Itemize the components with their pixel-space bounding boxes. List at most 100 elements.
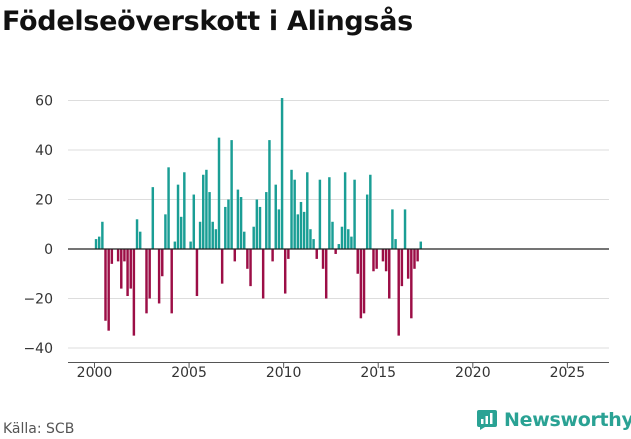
y-tick-label: −20 (23, 292, 53, 308)
bar (268, 140, 271, 249)
bar (217, 137, 221, 250)
bar (394, 239, 397, 249)
bar (161, 249, 164, 277)
bar (353, 179, 356, 249)
bar (293, 179, 296, 249)
bar (249, 249, 252, 287)
bar (101, 221, 104, 249)
bar (340, 226, 344, 249)
bar (280, 98, 284, 249)
bar (252, 226, 255, 249)
bar (176, 184, 180, 249)
bar (318, 179, 322, 249)
chart-bubble-icon (477, 410, 497, 430)
bar (258, 206, 262, 249)
bar (173, 241, 177, 249)
bar (192, 194, 196, 249)
bar (198, 221, 202, 249)
bar-series (94, 98, 423, 336)
y-tick-label: 60 (35, 94, 53, 110)
bar (170, 249, 173, 314)
bar (123, 249, 126, 262)
bar (359, 249, 363, 319)
bar (350, 236, 353, 250)
bar (375, 249, 378, 269)
bar (384, 249, 388, 272)
y-tick-label: −40 (23, 341, 53, 357)
x-tick-label: 2010 (266, 365, 302, 381)
bar (403, 209, 407, 249)
bar (283, 249, 287, 294)
bar (410, 249, 413, 319)
bar (227, 199, 230, 249)
bar (145, 249, 148, 314)
bar (381, 249, 385, 262)
bar (388, 249, 391, 299)
x-tick-label: 2020 (455, 365, 491, 381)
bar (208, 192, 211, 249)
bar (157, 249, 161, 304)
bar (148, 249, 151, 299)
bar (255, 199, 259, 249)
bar (334, 249, 337, 254)
bar (397, 249, 400, 336)
bar (230, 140, 233, 249)
bar (337, 244, 341, 249)
bar (324, 249, 328, 299)
bar (233, 249, 237, 262)
y-tick-label: 0 (44, 242, 53, 258)
bar (126, 249, 129, 297)
bar (135, 219, 139, 249)
page-title: Födelseöverskott i Alingsås (2, 6, 413, 37)
x-tick-label: 2000 (77, 365, 113, 381)
bar (120, 249, 123, 289)
bar (94, 239, 98, 249)
bar (167, 167, 170, 249)
bar (343, 172, 347, 249)
bar (261, 249, 265, 299)
x-tick-label: 2025 (550, 365, 586, 381)
bar (321, 249, 325, 269)
bar (151, 187, 155, 250)
bar (202, 174, 205, 249)
bar (290, 169, 293, 249)
bar (116, 249, 120, 262)
brand-logo[interactable]: Newsworthy (476, 409, 631, 431)
bar (274, 184, 277, 249)
bar (277, 209, 281, 249)
bar (195, 249, 199, 297)
bar (406, 249, 410, 279)
bar (296, 214, 300, 249)
bar (309, 229, 312, 249)
y-tick-label: 20 (35, 193, 53, 209)
bar (224, 206, 227, 249)
bar (164, 214, 167, 249)
bar (356, 249, 359, 274)
bar (138, 231, 142, 249)
bar (243, 231, 246, 249)
bar (189, 241, 192, 249)
bar (110, 249, 114, 264)
bar (236, 189, 240, 249)
bar (391, 209, 394, 249)
bar (299, 201, 303, 249)
y-tick-label: 40 (35, 143, 53, 159)
bar (107, 249, 110, 331)
bar (97, 236, 101, 250)
bar (183, 172, 186, 249)
bar (205, 169, 208, 249)
bar (104, 249, 107, 321)
bar (129, 249, 132, 289)
bar (214, 229, 218, 249)
grid-lines (68, 100, 609, 349)
bar (413, 249, 416, 269)
brand-name: Newsworthy (504, 409, 631, 431)
bar (246, 249, 249, 269)
bar (416, 249, 419, 262)
bar (400, 249, 404, 287)
x-tick-label: 2015 (360, 365, 396, 381)
bar (239, 197, 243, 249)
bar (347, 229, 350, 249)
bar (220, 249, 224, 284)
